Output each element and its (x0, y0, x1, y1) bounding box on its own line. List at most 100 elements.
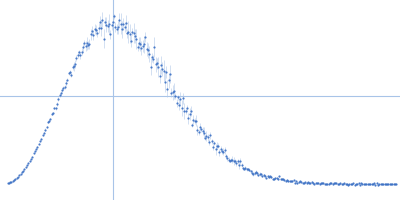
Point (151, 45, 158, 49)
Point (208, 139, 215, 143)
Point (130, 32, 137, 35)
Point (43, 125, 50, 129)
Point (111, 15, 117, 18)
Point (263, 176, 270, 179)
Point (378, 182, 384, 185)
Point (206, 140, 212, 144)
Point (62, 86, 68, 89)
Point (256, 173, 263, 176)
Point (366, 182, 372, 186)
Point (189, 124, 195, 127)
Point (222, 149, 228, 152)
Point (224, 157, 230, 160)
Point (121, 25, 128, 29)
Point (271, 178, 277, 181)
Point (255, 174, 262, 177)
Point (162, 81, 168, 84)
Point (142, 36, 148, 39)
Point (250, 172, 256, 176)
Point (185, 117, 192, 120)
Point (359, 182, 366, 186)
Point (388, 183, 394, 186)
Point (354, 182, 360, 185)
Point (289, 180, 296, 183)
Point (219, 150, 225, 153)
Point (381, 182, 388, 186)
Point (218, 147, 224, 150)
Point (302, 180, 308, 184)
Point (50, 111, 56, 115)
Point (384, 183, 390, 186)
Point (297, 180, 303, 183)
Point (114, 27, 120, 30)
Point (225, 158, 232, 161)
Point (312, 181, 319, 185)
Point (66, 72, 72, 75)
Point (26, 159, 33, 162)
Point (363, 182, 370, 185)
Point (284, 178, 290, 182)
Point (74, 53, 81, 56)
Point (204, 136, 211, 139)
Point (328, 182, 334, 185)
Point (90, 33, 96, 36)
Point (46, 119, 52, 122)
Point (212, 148, 219, 151)
Point (32, 150, 38, 153)
Point (229, 158, 236, 162)
Point (17, 172, 24, 176)
Point (281, 178, 288, 181)
Point (332, 181, 338, 184)
Point (280, 178, 286, 181)
Point (168, 91, 174, 94)
Point (177, 98, 184, 101)
Point (78, 50, 85, 53)
Point (348, 182, 354, 186)
Point (275, 177, 281, 180)
Point (379, 182, 385, 185)
Point (145, 49, 151, 52)
Point (103, 23, 110, 26)
Point (4, 182, 11, 185)
Point (201, 131, 207, 134)
Point (63, 81, 69, 85)
Point (234, 160, 241, 163)
Point (6, 181, 12, 185)
Point (28, 157, 34, 161)
Point (180, 97, 186, 100)
Point (107, 33, 114, 36)
Point (112, 25, 119, 29)
Point (59, 89, 65, 92)
Point (172, 94, 178, 98)
Point (352, 183, 358, 186)
Point (129, 30, 136, 33)
Point (341, 182, 348, 185)
Point (320, 181, 327, 185)
Point (293, 180, 299, 183)
Point (322, 182, 328, 186)
Point (276, 175, 282, 178)
Point (300, 181, 306, 184)
Point (73, 57, 80, 60)
Point (249, 171, 255, 174)
Point (303, 181, 310, 184)
Point (353, 182, 359, 186)
Point (136, 41, 142, 44)
Point (336, 182, 342, 186)
Point (140, 44, 146, 48)
Point (262, 174, 268, 178)
Point (86, 42, 93, 45)
Point (163, 70, 169, 73)
Point (102, 20, 108, 23)
Point (69, 65, 76, 68)
Point (60, 86, 67, 89)
Point (37, 139, 43, 142)
Point (350, 182, 356, 185)
Point (371, 182, 377, 185)
Point (14, 176, 20, 180)
Point (337, 182, 344, 185)
Point (171, 89, 177, 93)
Point (306, 181, 312, 184)
Point (42, 128, 48, 131)
Point (80, 46, 86, 49)
